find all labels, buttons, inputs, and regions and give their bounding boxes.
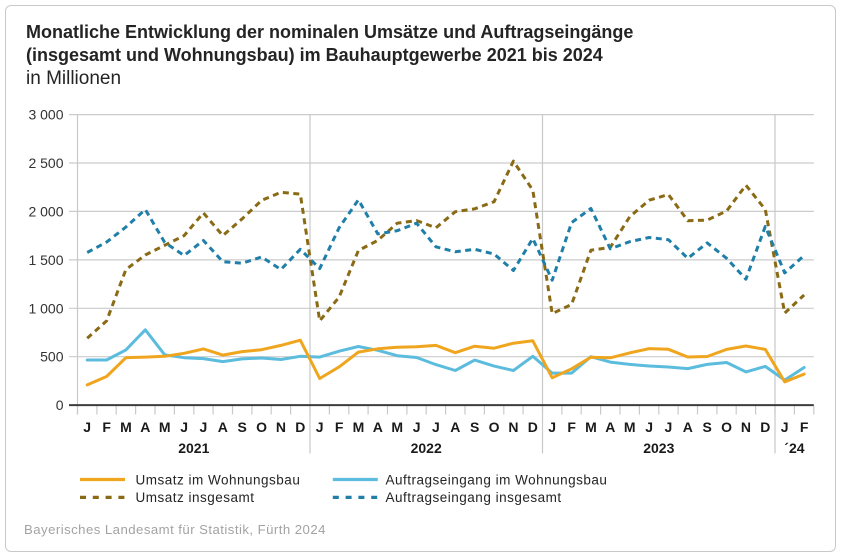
svg-text:A: A [373, 419, 383, 435]
svg-text:J: J [413, 419, 421, 435]
svg-text:M: M [159, 419, 171, 435]
svg-text:2022: 2022 [411, 440, 442, 456]
svg-text:S: S [470, 419, 479, 435]
svg-text:A: A [605, 419, 615, 435]
svg-text:N: N [741, 419, 751, 435]
svg-text:F: F [567, 419, 576, 435]
svg-text:N: N [508, 419, 518, 435]
svg-text:F: F [102, 419, 111, 435]
svg-text:F: F [800, 419, 809, 435]
svg-text:D: D [528, 419, 538, 435]
svg-text:J: J [781, 419, 789, 435]
svg-text:A: A [450, 419, 460, 435]
svg-text:J: J [665, 419, 673, 435]
svg-text:D: D [760, 419, 770, 435]
svg-text:500: 500 [40, 349, 64, 365]
svg-text:2 000: 2 000 [28, 203, 63, 219]
svg-text:S: S [238, 419, 247, 435]
svg-text:M: M [353, 419, 365, 435]
svg-text:2 500: 2 500 [28, 155, 63, 171]
svg-text:N: N [276, 419, 286, 435]
svg-text:A: A [140, 419, 150, 435]
svg-text:O: O [489, 419, 500, 435]
svg-text:2023: 2023 [643, 440, 674, 456]
svg-text:J: J [432, 419, 440, 435]
svg-text:S: S [703, 419, 712, 435]
svg-text:J: J [316, 419, 324, 435]
svg-text:D: D [295, 419, 305, 435]
svg-text:J: J [548, 419, 556, 435]
svg-text:1 500: 1 500 [28, 252, 63, 268]
svg-text:´24: ´24 [784, 440, 804, 456]
svg-text:1 000: 1 000 [28, 300, 63, 316]
svg-text:J: J [645, 419, 653, 435]
svg-text:Auftragseingang im Wohnungsbau: Auftragseingang im Wohnungsbau [386, 472, 608, 487]
svg-text:O: O [721, 419, 732, 435]
svg-text:A: A [683, 419, 693, 435]
svg-text:J: J [180, 419, 188, 435]
svg-text:M: M [120, 419, 132, 435]
svg-text:M: M [585, 419, 597, 435]
svg-text:M: M [624, 419, 636, 435]
svg-text:O: O [256, 419, 267, 435]
svg-text:F: F [335, 419, 344, 435]
svg-text:3 000: 3 000 [28, 107, 63, 123]
svg-text:Umsatz im Wohnungsbau: Umsatz im Wohnungsbau [136, 472, 301, 487]
svg-text:2021: 2021 [178, 440, 209, 456]
svg-text:Auftragseingang insgesamt: Auftragseingang insgesamt [386, 490, 562, 505]
svg-text:J: J [200, 419, 208, 435]
svg-text:0: 0 [56, 397, 64, 413]
svg-text:M: M [391, 419, 403, 435]
svg-text:Umsatz insgesamt: Umsatz insgesamt [136, 490, 255, 505]
svg-text:J: J [83, 419, 91, 435]
svg-text:A: A [218, 419, 228, 435]
